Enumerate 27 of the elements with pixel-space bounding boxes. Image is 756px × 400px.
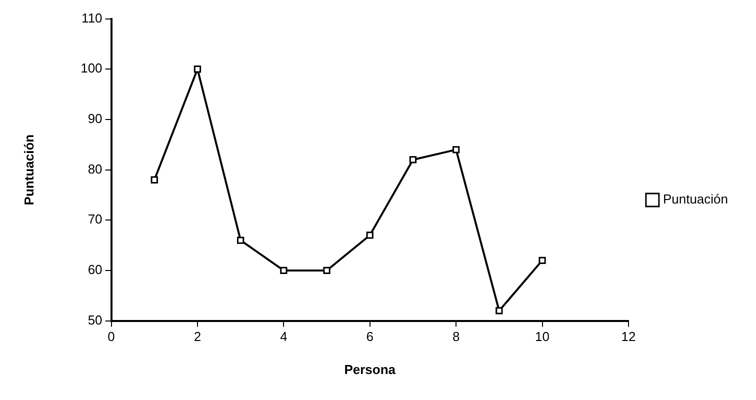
point xyxy=(366,232,374,239)
point xyxy=(194,66,202,73)
y-tick-label: 110 xyxy=(82,10,102,26)
y-tick-label: 50 xyxy=(88,312,102,328)
point xyxy=(323,266,330,274)
point xyxy=(452,146,460,154)
point xyxy=(496,307,503,314)
y-tick-label: 100 xyxy=(80,60,102,76)
x-tick-label: 6 xyxy=(366,329,374,344)
x-tick-label: 2 xyxy=(194,329,202,344)
x-tick-label: 10 xyxy=(535,329,550,344)
y-tick-label: 90 xyxy=(88,111,102,126)
point xyxy=(280,266,288,274)
x-tick-label: 0 xyxy=(108,329,115,344)
y-tick-label: 70 xyxy=(88,212,102,227)
point xyxy=(237,236,244,244)
point xyxy=(150,176,158,184)
x-tick-label: 4 xyxy=(280,329,288,344)
legend-label: Puntuación xyxy=(662,192,728,207)
y-axis-title: Puntuación xyxy=(21,134,36,206)
point xyxy=(538,256,546,264)
point xyxy=(409,156,417,164)
x-tick-label: 12 xyxy=(621,329,636,344)
y-tick-label: 80 xyxy=(88,161,102,176)
x-axis-title: Persona xyxy=(344,362,396,377)
y-tick-label: 60 xyxy=(88,262,102,278)
x-tick-label: 8 xyxy=(452,329,460,344)
